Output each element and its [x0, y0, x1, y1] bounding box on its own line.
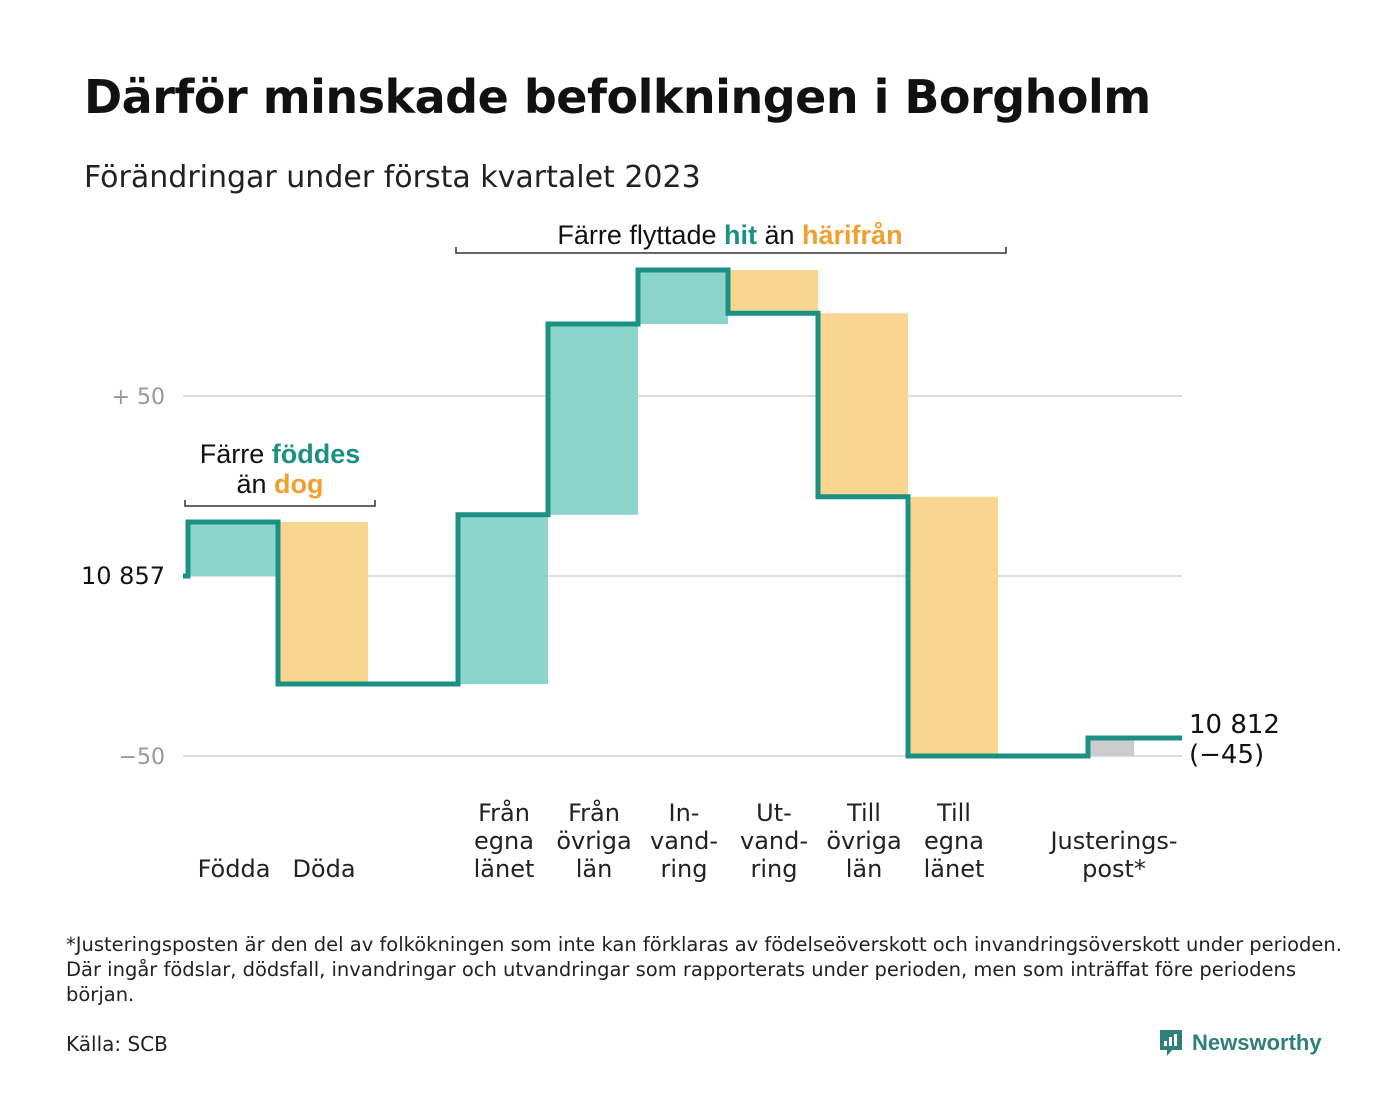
- chart-title: Därför minskade befolkningen i Borgholm: [84, 70, 1151, 124]
- births-bracket: [184, 500, 376, 507]
- births-annotation-line1: Färre föddes: [200, 439, 361, 469]
- footnote: *Justeringsposten är den del av folkökni…: [66, 933, 1342, 1006]
- category-label: Till övriga län: [826, 799, 901, 883]
- change-label: (−45): [1189, 740, 1264, 770]
- migration-annotation: Färre flyttade hit än härifrån: [557, 220, 902, 250]
- category-label: Från övriga län: [556, 798, 631, 883]
- category-label: Ut-vand-ring: [740, 799, 808, 883]
- cumulative-line: [183, 267, 1182, 759]
- brand-name: Newsworthy: [1192, 1030, 1322, 1055]
- y-tick-label: −50: [119, 745, 165, 770]
- chart-subtitle: Förändringar under första kvartalet 2023: [84, 160, 701, 195]
- category-label: In-vand-ring: [650, 799, 718, 883]
- waterfall-chart: + 50 −50 10 857 Födda Döda Från egna länet Från ö…: [81, 220, 1280, 883]
- bar: [820, 313, 908, 497]
- bar: [640, 270, 728, 324]
- bar: [1090, 738, 1134, 756]
- category-label: Födda: [198, 855, 271, 883]
- migration-bracket: [455, 247, 1007, 254]
- category-label: Justerings-post*: [1048, 827, 1177, 883]
- start-value-label: 10 857: [81, 562, 165, 590]
- bar: [190, 522, 278, 576]
- category-label: Döda: [292, 855, 355, 883]
- end-value-label: 10 812: [1189, 710, 1280, 740]
- y-tick-label: + 50: [112, 385, 165, 410]
- bar: [550, 324, 638, 515]
- bar: [730, 270, 818, 314]
- newsworthy-logo-icon: [1160, 1030, 1182, 1056]
- bar: [460, 514, 548, 684]
- bar: [910, 496, 998, 756]
- births-annotation-line2: än dog: [236, 469, 323, 499]
- brand: Newsworthy: [1158, 1028, 1322, 1058]
- category-label: Till egna länet: [924, 799, 985, 883]
- bar: [280, 522, 368, 684]
- source-label: Källa: SCB: [66, 1032, 168, 1056]
- category-label: Från egna länet: [474, 798, 535, 883]
